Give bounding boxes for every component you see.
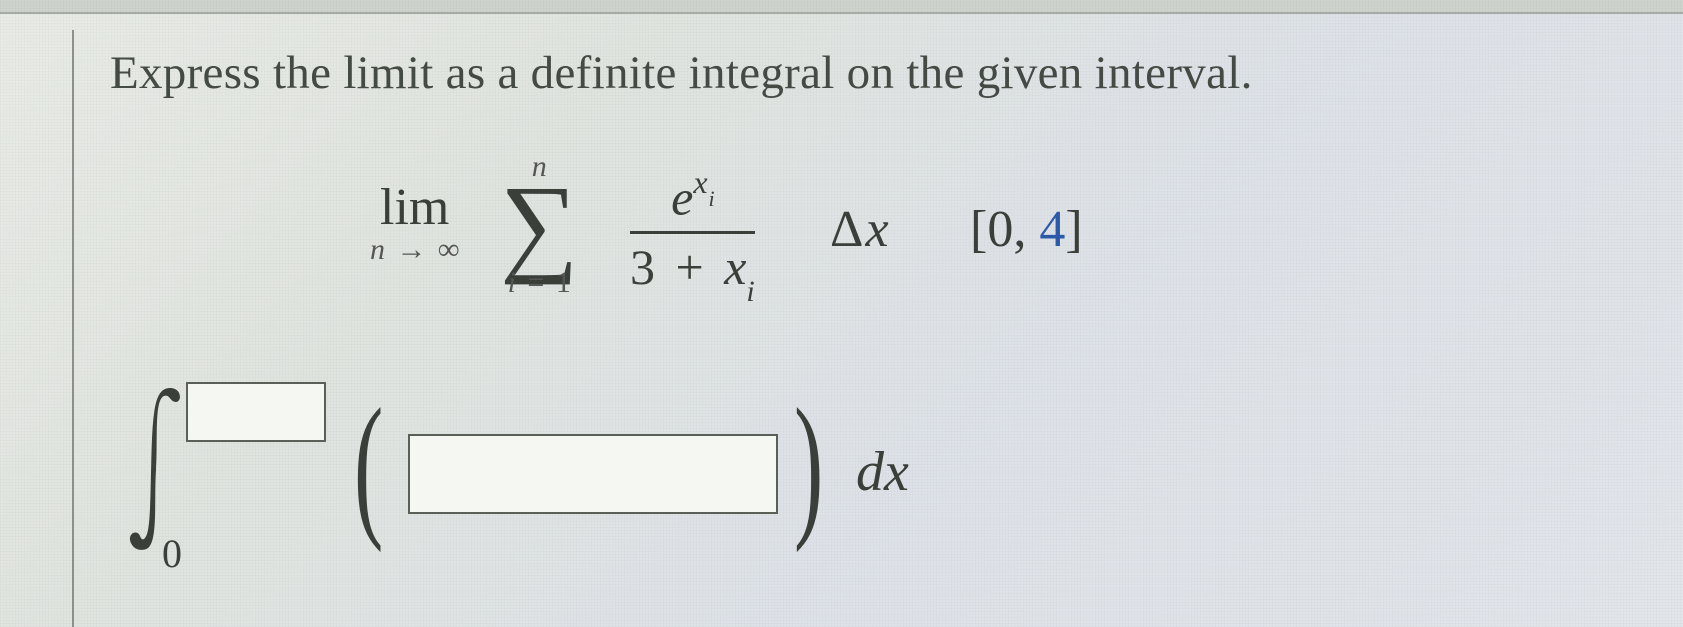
equals-sign: = xyxy=(523,266,548,299)
summation: n ∑ i = 1 xyxy=(500,150,578,300)
sigma-icon: ∑ xyxy=(500,178,578,272)
left-paren: ( xyxy=(354,384,383,544)
summand-fraction: exi 3 + xi xyxy=(630,168,755,303)
fraction-bar xyxy=(630,231,755,234)
den-plus: + xyxy=(668,239,712,295)
fraction-denominator: 3 + xi xyxy=(630,238,755,303)
den-sub: i xyxy=(746,275,754,308)
interval-a: 0 xyxy=(987,201,1013,258)
dx-label: dx xyxy=(856,440,909,504)
exp-var: x xyxy=(693,164,707,200)
den-var: x xyxy=(724,239,746,295)
window-top-edge xyxy=(0,0,1683,14)
integrand-input[interactable] xyxy=(408,434,778,514)
limit-subscript: n → ∞ xyxy=(370,233,459,267)
interval: [0, 4] xyxy=(970,200,1083,259)
sum-lower: i = 1 xyxy=(500,266,578,300)
delta-var: x xyxy=(863,201,888,258)
interval-b: 4 xyxy=(1039,201,1065,258)
limit-infinity: ∞ xyxy=(438,233,459,266)
interval-open: [ xyxy=(970,201,987,258)
num-base: e xyxy=(671,170,693,226)
limit-expression: lim n → ∞ n ∑ i = 1 exi 3 + xi xyxy=(370,156,1653,356)
sum-index-start: 1 xyxy=(556,266,571,299)
sum-index-var: i xyxy=(508,266,516,299)
limit-var: n xyxy=(370,233,385,266)
arrow-icon: → xyxy=(393,233,431,266)
num-exponent: xi xyxy=(693,164,713,200)
den-const: 3 xyxy=(630,239,655,295)
right-paren: ) xyxy=(794,384,823,544)
exp-sub: i xyxy=(709,186,715,211)
question-prompt: Express the limit as a definite integral… xyxy=(110,46,1653,100)
limit-word: lim xyxy=(370,178,459,237)
question-content: Express the limit as a definite integral… xyxy=(110,46,1653,580)
delta-x: Δx xyxy=(830,200,889,259)
delta-icon: Δ xyxy=(830,201,863,258)
upper-limit-input[interactable] xyxy=(186,382,326,442)
limit-operator: lim n → ∞ xyxy=(370,178,459,267)
left-margin-divider xyxy=(72,30,74,627)
interval-sep: , xyxy=(1013,201,1026,258)
interval-close: ] xyxy=(1065,201,1082,258)
lower-limit-label: 0 xyxy=(162,530,182,577)
answer-row: 0 ( ) dx xyxy=(120,380,1653,580)
fraction-numerator: exi xyxy=(630,168,755,227)
